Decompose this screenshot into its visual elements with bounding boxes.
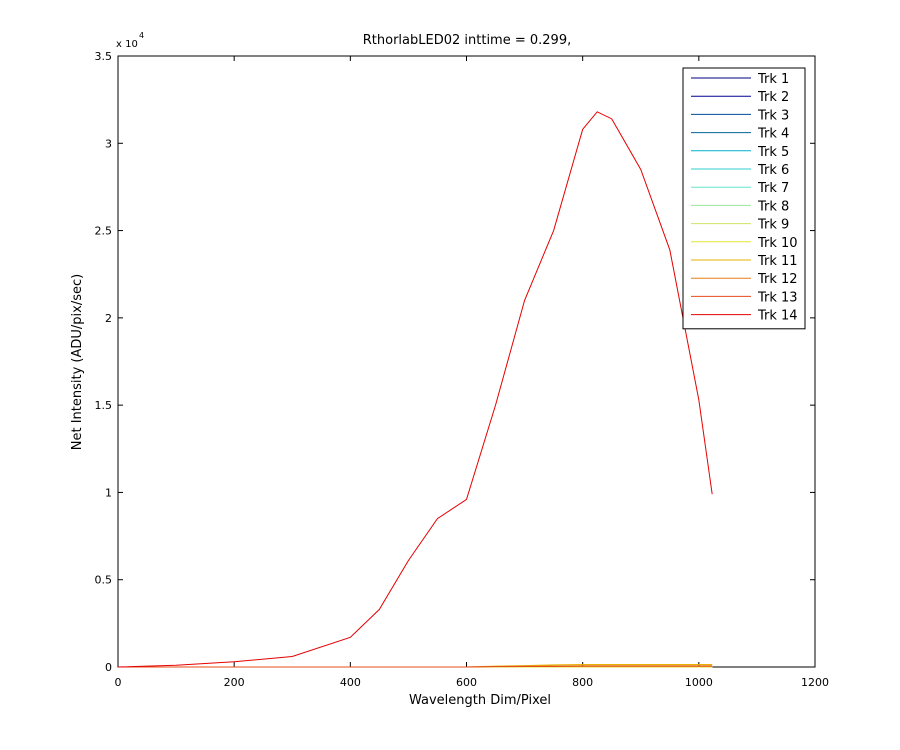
y-tick-label: 1.5 xyxy=(95,399,113,412)
legend-label: Trk 10 xyxy=(757,236,798,251)
data-line xyxy=(118,665,713,668)
y-tick-label: 0 xyxy=(105,661,112,674)
legend-label: Trk 13 xyxy=(757,290,798,305)
legend-label: Trk 5 xyxy=(757,145,789,160)
legend-label: Trk 7 xyxy=(757,181,789,196)
x-tick-label: 0 xyxy=(115,676,122,689)
x-tick-label: 1200 xyxy=(801,676,829,689)
y-exponent-base: x 10 xyxy=(116,39,138,50)
x-tick-label: 1000 xyxy=(685,676,713,689)
y-tick-label: 3.5 xyxy=(95,50,113,63)
x-tick-label: 800 xyxy=(572,676,593,689)
legend-label: Trk 14 xyxy=(757,309,798,324)
y-tick-label: 1 xyxy=(105,486,112,499)
y-tick-label: 3 xyxy=(105,137,112,150)
data-line xyxy=(117,111,713,668)
legend-label: Trk 9 xyxy=(757,218,789,233)
x-axis-label: Wavelength Dim/Pixel xyxy=(409,693,551,708)
legend-label: Trk 3 xyxy=(757,108,789,123)
x-tick-label: 600 xyxy=(456,676,477,689)
chart-title: RthorlabLED02 inttime = 0.299, xyxy=(363,33,571,48)
legend-label: Trk 4 xyxy=(757,127,789,142)
x-tick-label: 400 xyxy=(340,676,361,689)
legend-label: Trk 11 xyxy=(757,254,798,269)
y-axis-label: Net Intensity (ADU/pix/sec) xyxy=(70,274,85,450)
legend-label: Trk 8 xyxy=(757,199,789,214)
legend-label: Trk 1 xyxy=(757,72,789,87)
legend-label: Trk 2 xyxy=(757,90,789,105)
legend-box xyxy=(682,67,806,330)
legend-label: Trk 6 xyxy=(757,163,789,178)
y-exponent-power: 4 xyxy=(139,31,144,40)
x-tick-label: 200 xyxy=(224,676,245,689)
y-tick-label: 2 xyxy=(105,312,112,325)
legend-label: Trk 12 xyxy=(757,272,798,287)
y-tick-label: 2.5 xyxy=(95,225,113,238)
y-tick-label: 0.5 xyxy=(95,574,113,587)
